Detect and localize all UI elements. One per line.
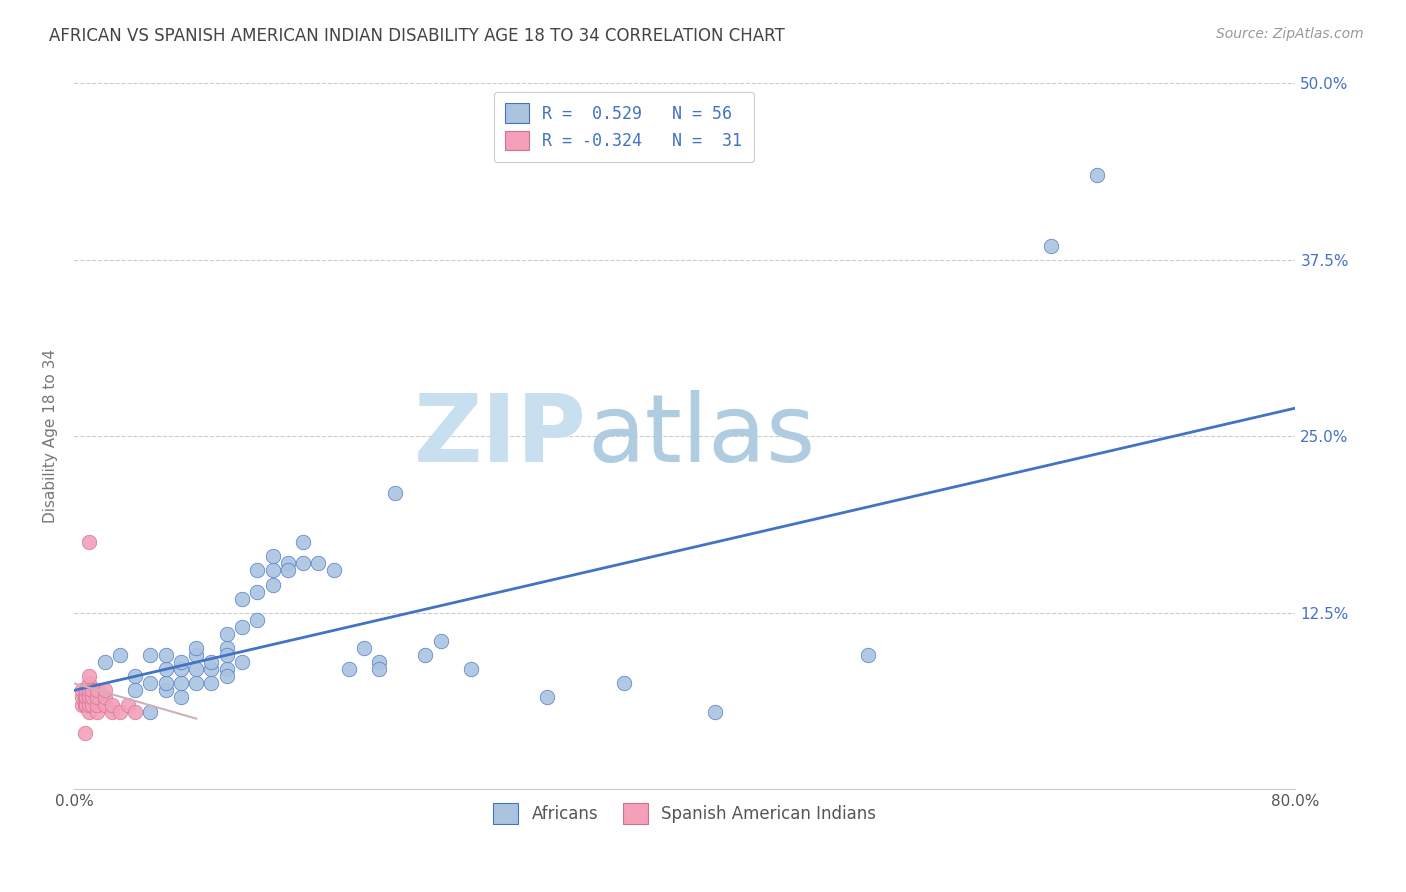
Point — [86, 698, 108, 712]
Point — [93, 655, 115, 669]
Point — [75, 698, 97, 712]
Point — [704, 705, 727, 719]
Point — [231, 655, 253, 669]
Point — [79, 690, 101, 705]
Text: AFRICAN VS SPANISH AMERICAN INDIAN DISABILITY AGE 18 TO 34 CORRELATION CHART: AFRICAN VS SPANISH AMERICAN INDIAN DISAB… — [49, 27, 785, 45]
Point — [231, 620, 253, 634]
Point — [86, 705, 108, 719]
Point — [73, 698, 96, 712]
Point — [460, 662, 482, 676]
Text: Source: ZipAtlas.com: Source: ZipAtlas.com — [1216, 27, 1364, 41]
Point — [186, 676, 208, 690]
Point — [170, 655, 193, 669]
Point — [262, 549, 284, 564]
Point — [93, 698, 115, 712]
Point — [82, 690, 104, 705]
Point — [613, 676, 636, 690]
Point — [368, 655, 391, 669]
Point — [82, 683, 104, 698]
Point — [79, 683, 101, 698]
Point — [79, 698, 101, 712]
Point — [79, 669, 101, 683]
Point — [108, 648, 131, 662]
Point — [93, 690, 115, 705]
Point — [277, 563, 299, 577]
Point — [170, 662, 193, 676]
Text: ZIP: ZIP — [415, 391, 588, 483]
Point — [337, 662, 360, 676]
Point — [292, 557, 315, 571]
Point — [155, 683, 177, 698]
Point — [79, 676, 101, 690]
Point — [368, 662, 391, 676]
Point — [75, 690, 97, 705]
Point — [170, 676, 193, 690]
Point — [246, 584, 269, 599]
Point — [155, 662, 177, 676]
Point — [101, 698, 124, 712]
Point — [86, 690, 108, 705]
Point — [215, 648, 238, 662]
Point — [79, 705, 101, 719]
Point — [215, 627, 238, 641]
Point — [856, 648, 879, 662]
Point — [200, 676, 222, 690]
Y-axis label: Disability Age 18 to 34: Disability Age 18 to 34 — [44, 350, 58, 524]
Point — [124, 705, 146, 719]
Point — [82, 698, 104, 712]
Point — [70, 683, 93, 698]
Point — [186, 648, 208, 662]
Point — [307, 557, 329, 571]
Point — [155, 648, 177, 662]
Point — [262, 577, 284, 591]
Point — [215, 669, 238, 683]
Point — [1085, 168, 1108, 182]
Point — [292, 535, 315, 549]
Point — [215, 662, 238, 676]
Point — [215, 641, 238, 656]
Point — [200, 662, 222, 676]
Point — [139, 648, 162, 662]
Point — [1040, 239, 1063, 253]
Point — [186, 662, 208, 676]
Legend: Africans, Spanish American Indians: Africans, Spanish American Indians — [484, 794, 886, 834]
Point — [70, 690, 93, 705]
Point — [536, 690, 558, 705]
Point — [75, 683, 97, 698]
Point — [186, 641, 208, 656]
Point — [73, 690, 96, 705]
Point — [139, 676, 162, 690]
Point — [124, 683, 146, 698]
Point — [73, 725, 96, 739]
Point — [322, 563, 344, 577]
Point — [124, 669, 146, 683]
Point — [429, 634, 451, 648]
Point — [353, 641, 375, 656]
Point — [101, 705, 124, 719]
Point — [170, 690, 193, 705]
Point — [231, 591, 253, 606]
Point — [277, 557, 299, 571]
Point — [108, 705, 131, 719]
Point — [155, 676, 177, 690]
Point — [70, 698, 93, 712]
Point — [262, 563, 284, 577]
Point — [200, 655, 222, 669]
Point — [93, 683, 115, 698]
Point — [384, 485, 406, 500]
Point — [246, 563, 269, 577]
Point — [79, 535, 101, 549]
Text: atlas: atlas — [588, 391, 815, 483]
Point — [86, 683, 108, 698]
Point — [413, 648, 436, 662]
Point — [117, 698, 139, 712]
Point — [139, 705, 162, 719]
Point — [246, 613, 269, 627]
